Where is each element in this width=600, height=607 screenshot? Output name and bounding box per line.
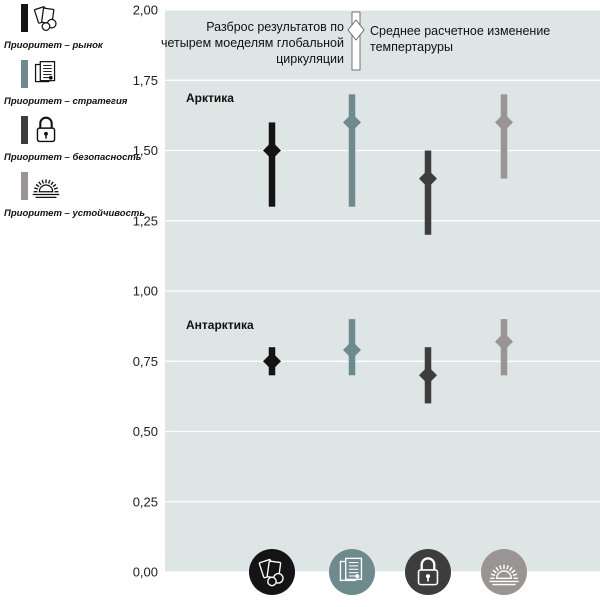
- range-bar: [424, 150, 432, 235]
- legend-item: Приоритет – безопасность: [4, 116, 142, 163]
- sun-ray: [53, 187, 58, 190]
- doc-seal: [355, 574, 360, 579]
- mean-marker: [495, 113, 513, 132]
- sun-ray: [506, 565, 509, 570]
- y-tick-label: 0,00: [133, 565, 158, 580]
- category-icon: [405, 549, 451, 595]
- sun-ray: [48, 179, 51, 184]
- sun-ray: [52, 183, 57, 188]
- legend-item: Приоритет – стратегия: [4, 60, 128, 107]
- legend-swatch: [21, 116, 28, 144]
- sunrise-icon: [489, 564, 519, 586]
- padlock-shackle: [39, 116, 53, 129]
- padlock-icon: [417, 557, 439, 586]
- key-range-bar: [351, 11, 361, 71]
- market-icon: [258, 558, 284, 587]
- strategy-document-icon: [34, 61, 56, 83]
- sun-ray: [490, 573, 496, 577]
- sun-ray: [499, 565, 502, 570]
- region-label: Арктика: [186, 91, 234, 105]
- y-tick-label: 0,50: [133, 424, 158, 439]
- doc-seal: [48, 75, 53, 80]
- y-tick-label: 1,00: [133, 284, 158, 299]
- padlock-icon: [36, 116, 56, 143]
- range-bar: [268, 122, 276, 207]
- annotation-mean: темпертаруры: [370, 40, 453, 54]
- legend-label: Приоритет – стратегия: [4, 96, 128, 107]
- range-bar: [348, 94, 356, 207]
- y-tick-label: 1,75: [133, 73, 158, 88]
- market-icon: [33, 6, 57, 31]
- sun-ray: [34, 187, 39, 190]
- legend-label: Приоритет – устойчивость: [4, 208, 145, 219]
- legend-swatch: [21, 60, 28, 88]
- sun-half: [38, 184, 54, 193]
- padlock-shackle: [420, 557, 436, 570]
- padlock-keyhole: [427, 576, 429, 582]
- legend-swatch: [21, 4, 28, 32]
- region-label: Антарктика: [186, 318, 254, 332]
- strategy-document-icon: [339, 557, 363, 582]
- sun-ray: [50, 181, 54, 186]
- annotation-mean: Среднее расчетное изменение: [370, 24, 550, 38]
- mean-marker: [343, 113, 361, 132]
- sun-ray: [512, 573, 518, 577]
- sun-ray: [492, 569, 497, 574]
- annotation-range: Разброс результатов по: [206, 20, 344, 34]
- mean-marker: [263, 352, 281, 371]
- annotation-range: четырем моеделям глобальной: [161, 36, 344, 50]
- market-icon-coin: [41, 22, 51, 31]
- y-tick-label: 1,25: [133, 213, 158, 228]
- mean-marker: [419, 169, 437, 188]
- y-tick-label: 2,00: [133, 3, 158, 18]
- mean-marker: [263, 141, 281, 160]
- sun-ray: [41, 179, 44, 184]
- sunrise-icon: [32, 179, 60, 199]
- legend-swatch: [21, 172, 28, 200]
- legend-item: Приоритет – устойчивость: [4, 172, 145, 219]
- legend-label: Приоритет – рынок: [4, 40, 104, 51]
- padlock-keyhole: [45, 133, 47, 139]
- category-icon: [329, 549, 375, 595]
- legend-label: Приоритет – безопасность: [4, 152, 142, 163]
- y-tick-label: 0,75: [133, 354, 158, 369]
- padlock-keyhole: [44, 131, 48, 136]
- sun-ray: [495, 566, 500, 572]
- market-icon-coin: [267, 576, 277, 587]
- category-icon: [481, 549, 527, 595]
- sun-ray: [38, 181, 42, 186]
- y-tick-label: 0,25: [133, 494, 158, 509]
- padlock-keyhole: [425, 574, 431, 579]
- range-bar: [500, 94, 508, 179]
- sun-ray: [508, 566, 513, 572]
- sun-ray: [511, 569, 516, 574]
- mean-marker: [419, 366, 437, 385]
- legend-item: Приоритет – рынок: [4, 4, 104, 51]
- mean-marker: [495, 332, 513, 351]
- sun-ray: [35, 183, 40, 188]
- y-tick-label: 1,50: [133, 143, 158, 158]
- key-mean-marker: [347, 19, 365, 41]
- annotation-range: циркуляции: [276, 52, 344, 66]
- mean-marker: [343, 341, 361, 360]
- sun-half: [495, 570, 513, 579]
- category-icon: [249, 549, 295, 595]
